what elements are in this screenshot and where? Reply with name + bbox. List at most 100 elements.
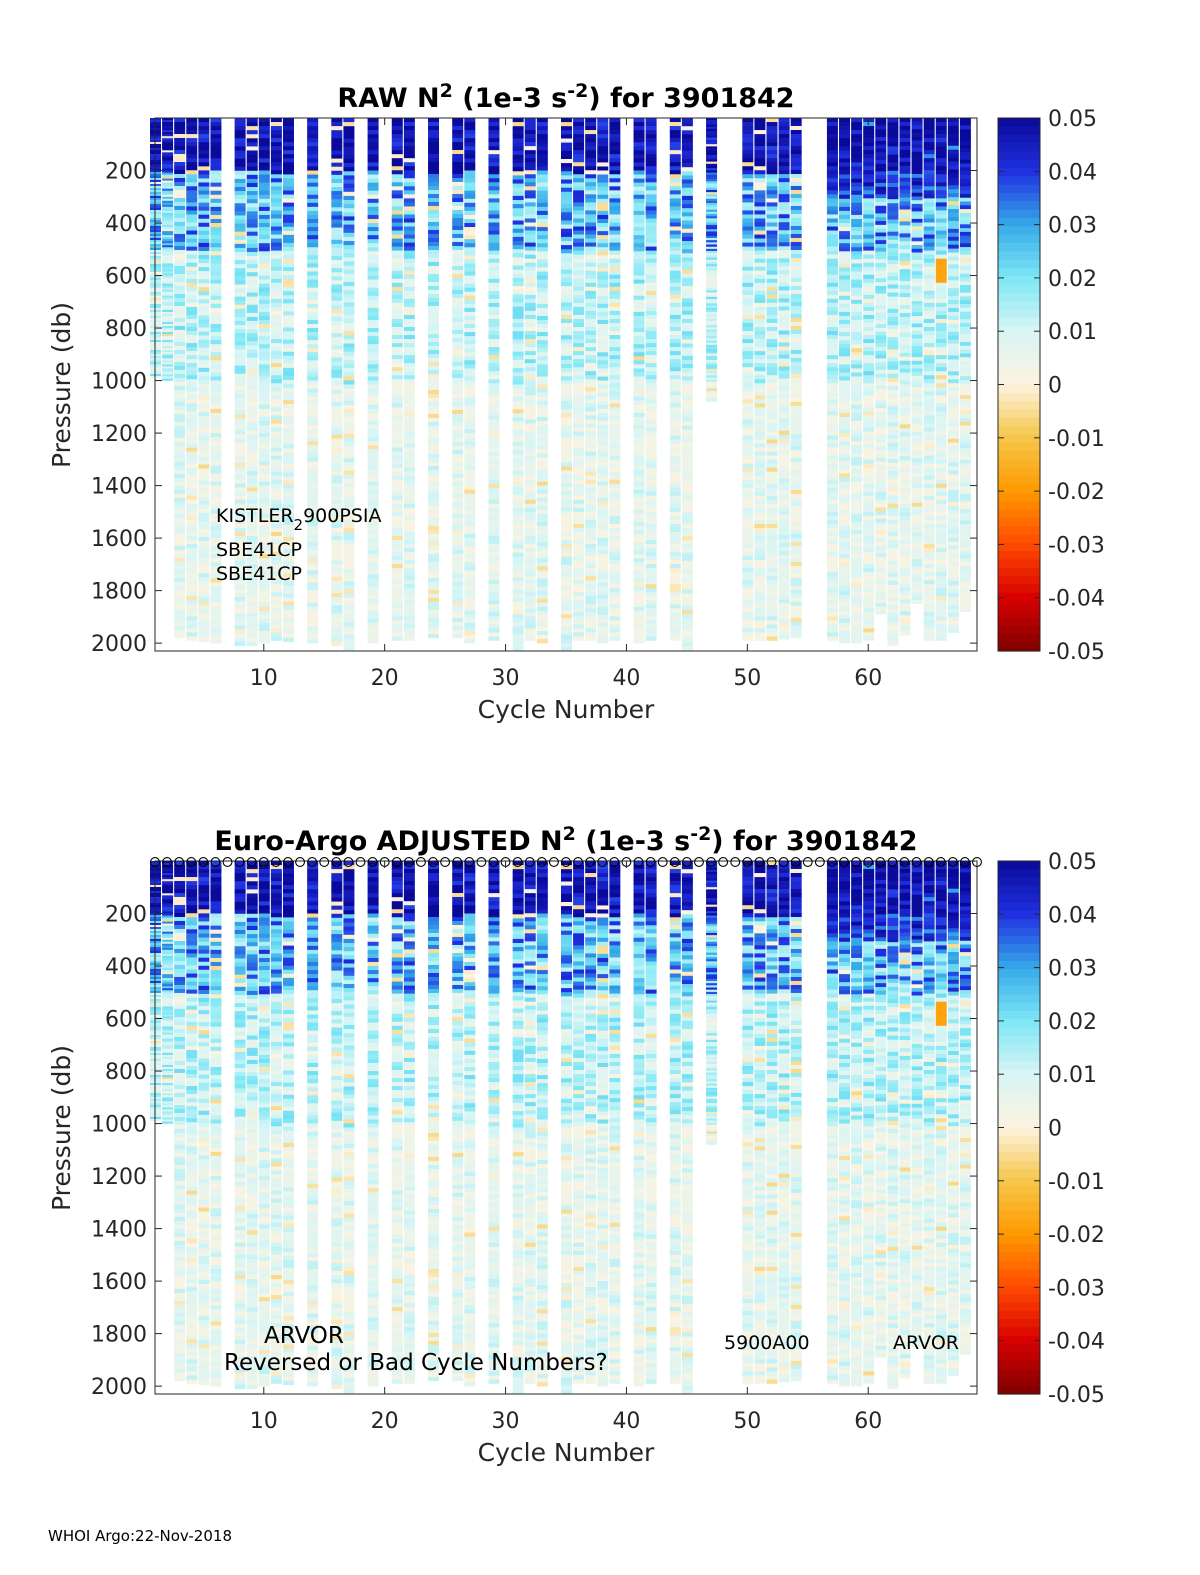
raw-cell [428,285,440,291]
raw-cell [573,186,585,191]
raw-cell [512,610,524,615]
raw-cell [609,174,621,179]
raw-cell [778,190,790,195]
raw-cell [307,259,319,264]
raw-cell [343,552,355,557]
raw-cell [452,257,464,263]
raw-cell [186,519,198,525]
raw-cell [210,453,222,458]
raw-cell [210,384,222,389]
raw-cell [669,427,681,432]
raw-cell [633,198,645,204]
raw-cell [766,190,778,195]
raw-cell [162,249,174,252]
raw-cell [706,150,718,154]
raw-cell [536,198,548,204]
raw-cell [174,129,186,135]
raw-cell [573,592,585,597]
raw-cell [428,497,440,503]
raw-cell [331,268,343,273]
raw-cell [778,587,790,592]
raw-cell [633,356,645,361]
raw-cell [561,454,572,459]
raw-cell [391,367,403,372]
raw-cell [488,548,500,553]
raw-cell [681,159,693,164]
raw-cell [391,564,403,569]
raw-cell [742,226,754,231]
raw-cell [524,435,536,440]
raw-cell [524,632,536,637]
raw-cell [524,423,536,428]
raw-cell [536,493,548,499]
raw-cell [270,576,282,581]
raw-cell [186,210,198,215]
raw-cell [597,481,609,486]
raw-cell [186,298,198,304]
raw-cell [331,592,343,598]
raw-cell [186,294,198,300]
raw-cell [198,246,210,252]
raw-cell [391,258,403,263]
raw-cell [766,515,778,521]
raw-cell [561,327,572,332]
raw-cell [512,183,524,188]
raw-cell [706,218,718,221]
raw-cell [343,642,355,648]
raw-cell [790,333,802,339]
raw-cell [633,578,645,583]
raw-cell [174,621,186,627]
raw-cell [234,385,246,391]
raw-cell [488,612,500,617]
raw-cell [464,190,476,196]
raw-cell [645,347,657,352]
raw-cell [391,588,403,593]
raw-cell [391,222,403,227]
raw-cell [307,485,319,490]
raw-cell [258,291,270,297]
raw-cell [367,158,379,163]
raw-cell [645,548,657,553]
raw-cell [536,449,548,454]
raw-cell [573,335,585,340]
raw-cell [428,145,440,151]
raw-cell [742,535,754,541]
raw-cell [488,576,500,581]
raw-cell [681,601,693,607]
raw-cell [246,191,258,196]
raw-cell [174,353,186,359]
raw-cell [512,482,524,488]
raw-cell [790,177,802,183]
raw-cell [391,359,403,364]
raw-cell [790,145,802,151]
raw-cell [681,146,693,152]
raw-cell [343,228,355,234]
raw-cell [645,318,657,324]
raw-cell [488,282,500,288]
raw-cell [452,305,464,311]
raw-cell [488,564,500,569]
raw-cell [258,469,270,474]
raw-cell [246,256,258,261]
raw-cell [790,241,802,247]
raw-cell [754,612,766,617]
raw-cell [573,318,585,324]
raw-cell [246,467,258,472]
raw-cell [633,170,645,175]
raw-cell [585,351,597,356]
raw-cell [403,507,415,513]
raw-cell [367,525,379,531]
raw-cell [210,295,222,301]
raw-cell [609,150,621,155]
raw-cell [512,212,524,217]
raw-cell [331,207,343,212]
raw-cell [681,302,693,307]
raw-cell [597,570,609,575]
raw-cell [428,373,440,379]
raw-cell [524,479,536,485]
raw-cell [766,507,778,513]
raw-cell [210,178,222,183]
raw-cell [258,206,270,212]
raw-cell [512,581,524,586]
raw-cell [597,291,609,297]
